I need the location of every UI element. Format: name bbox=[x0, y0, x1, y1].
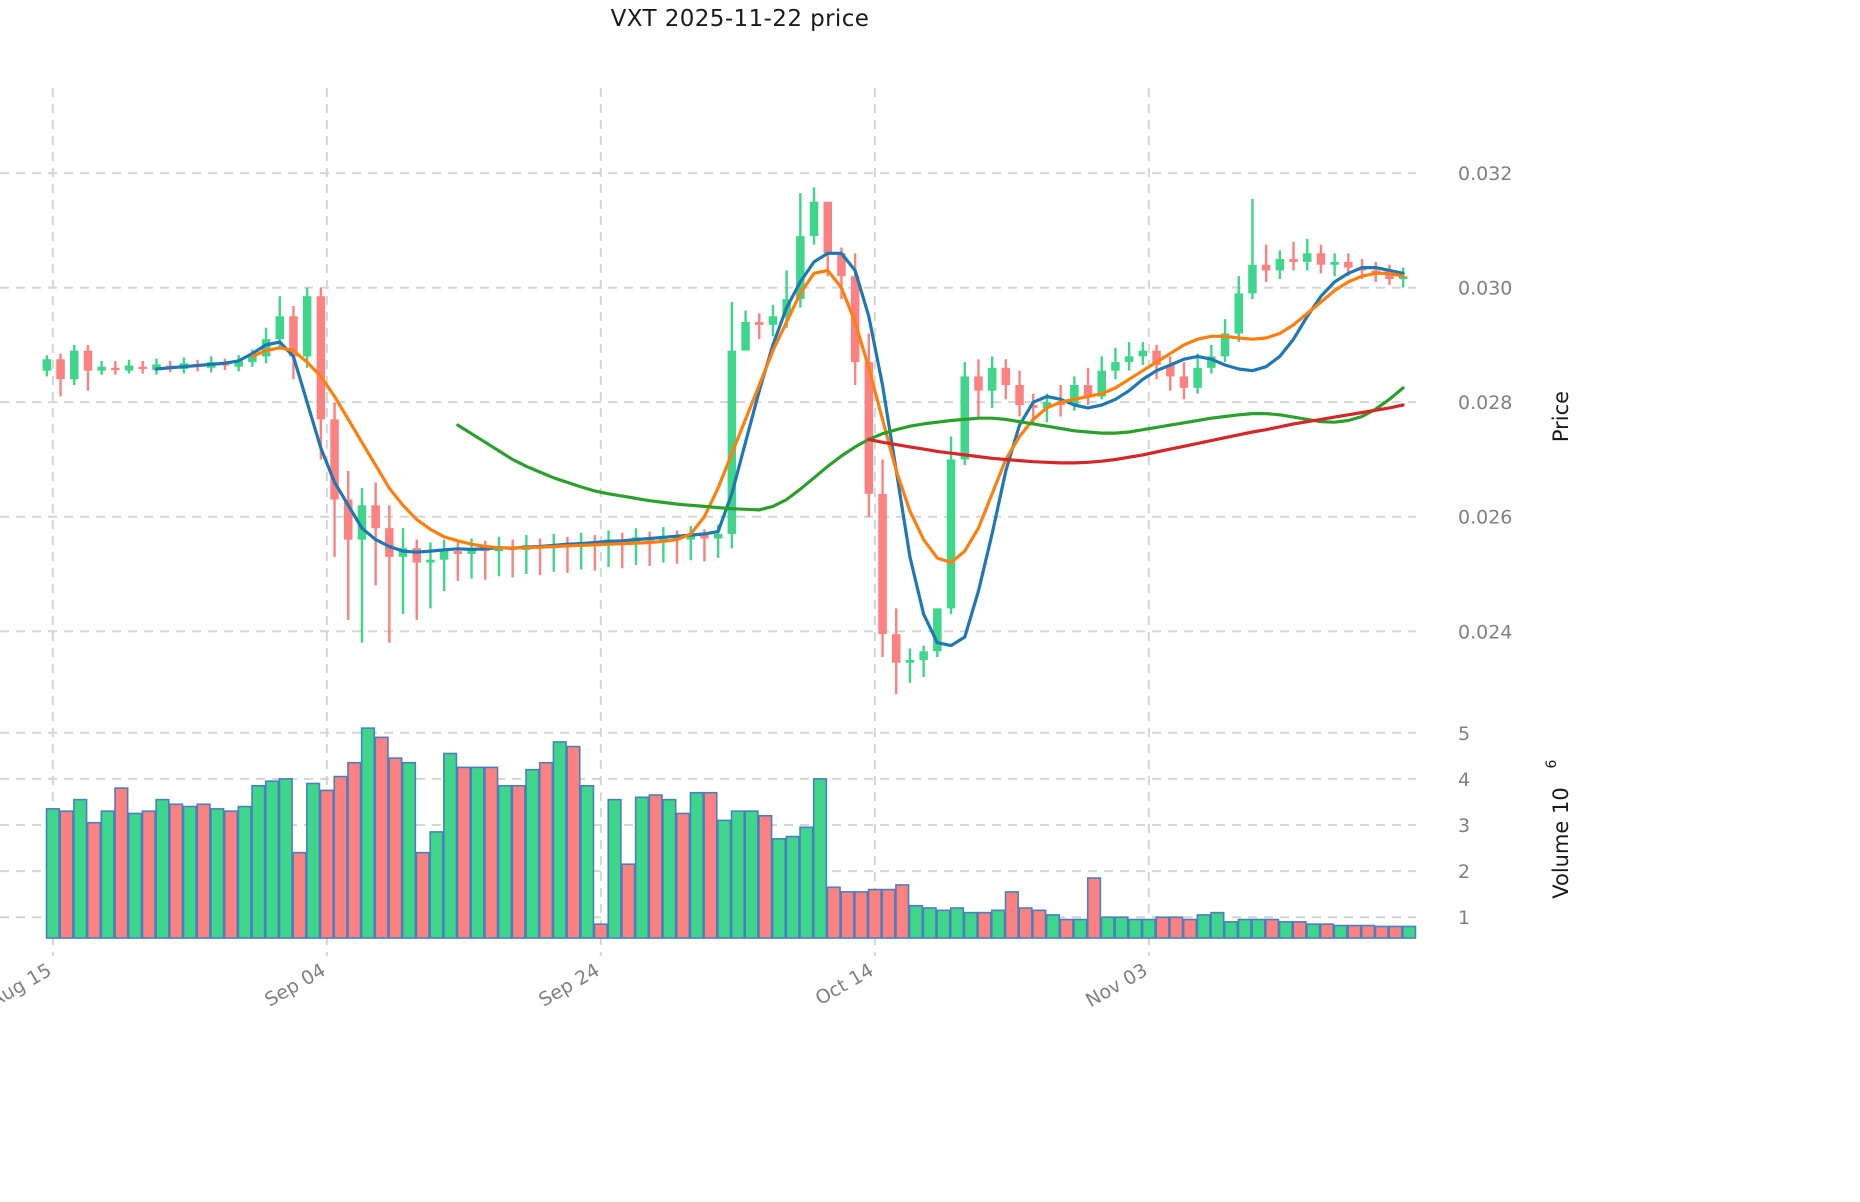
ma-line-ma-slow bbox=[456, 386, 1405, 512]
candlestick-series bbox=[42, 187, 1408, 695]
volume-series bbox=[45, 727, 1417, 939]
ma-line-ma-fast bbox=[154, 251, 1405, 648]
price-tick-label: 0.024 bbox=[1458, 621, 1512, 643]
volume-tick-label: 1 bbox=[1458, 907, 1470, 929]
ma-line-ma-mid bbox=[250, 268, 1405, 565]
volume-tick-label: 2 bbox=[1458, 861, 1470, 883]
price-tick-label: 0.028 bbox=[1458, 392, 1512, 414]
x-tick-label: Sep 04 bbox=[261, 959, 329, 1011]
volume-tick-label: 4 bbox=[1458, 769, 1470, 791]
price-tick-label: 0.032 bbox=[1458, 163, 1512, 185]
x-tick-label: Nov 03 bbox=[1082, 959, 1151, 1012]
ma-line-ma-slowest bbox=[867, 403, 1405, 465]
x-tick-label: Aug 15 bbox=[0, 959, 55, 1012]
price-axis-title: Price bbox=[1549, 391, 1573, 442]
volume-tick-label: 3 bbox=[1458, 815, 1470, 837]
volume-exponent-superscript: 6 bbox=[1544, 759, 1560, 768]
x-tick-label: Oct 14 bbox=[812, 959, 878, 1010]
volume-tick-label: 5 bbox=[1458, 723, 1470, 745]
moving-average-lines bbox=[154, 251, 1405, 648]
page-title: VXT 2025-11-22 price bbox=[610, 6, 870, 32]
volume-axis-title: Volume 10 bbox=[1549, 787, 1573, 899]
price-tick-label: 0.030 bbox=[1458, 278, 1512, 300]
price-tick-label: 0.026 bbox=[1458, 507, 1512, 529]
x-tick-label: Sep 24 bbox=[535, 959, 603, 1011]
